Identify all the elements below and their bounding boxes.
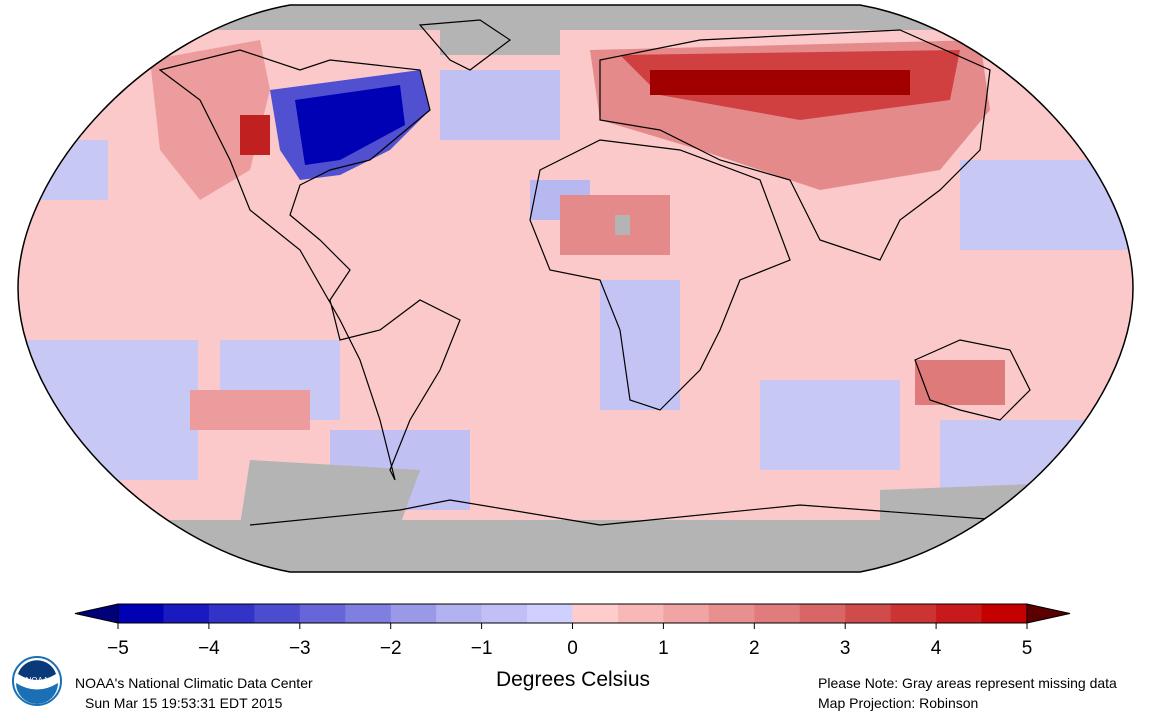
colorbar-bin	[436, 604, 483, 623]
colorbar: −5 −4 −3 −2 −1 0 1 2 3 4 5	[74, 603, 1071, 659]
colorbar-bin	[617, 604, 664, 623]
temperature-anomaly-map	[17, 4, 1134, 573]
colorbar-tick-label: −4	[198, 638, 220, 659]
colorbar-tick-label: −2	[380, 638, 402, 659]
colorbar-bin	[299, 604, 346, 623]
colorbar-bin	[981, 604, 1028, 623]
colorbar-tick-label: 2	[749, 638, 760, 659]
colorbar-tick-label: 5	[1022, 638, 1033, 659]
noaa-logo: NOAA	[12, 656, 62, 706]
colorbar-under-arrow	[74, 603, 119, 624]
colorbar-tick-label: −3	[289, 638, 311, 659]
colorbar-bin	[799, 604, 846, 623]
colorbar-bin	[936, 604, 983, 623]
colorbar-bin	[572, 604, 619, 623]
colorbar-bin	[754, 604, 801, 623]
colorbar-bin	[208, 604, 255, 623]
colorbar-bin	[118, 604, 164, 623]
colorbar-bin	[254, 604, 301, 623]
colorbar-bin	[390, 604, 437, 623]
anomaly-field	[18, 5, 1133, 572]
timestamp: Sun Mar 15 19:53:31 EDT 2015	[85, 695, 283, 711]
colorbar-tick-label: 1	[658, 638, 669, 659]
colorbar-bin	[845, 604, 892, 623]
colorbar-over-arrow	[1026, 603, 1071, 624]
colorbar-bin	[663, 604, 710, 623]
colorbar-tick-label: −1	[471, 638, 493, 659]
colorbar-bin	[345, 604, 392, 623]
colorbar-label: Degrees Celsius	[495, 668, 651, 691]
colorbar-tick-label: −5	[107, 638, 129, 659]
colorbar-tick-label: 4	[931, 638, 942, 659]
colorbar-bin	[708, 604, 755, 623]
colorbar-tick-label: 3	[840, 638, 851, 659]
colorbar-bin	[527, 604, 573, 623]
colorbar-bin	[890, 604, 937, 623]
colorbar-tick-label: 0	[567, 638, 578, 659]
map-border	[17, 4, 1134, 573]
missing-data-note: Please Note: Gray areas represent missin…	[818, 675, 1117, 691]
projection-note: Map Projection: Robinson	[818, 695, 979, 711]
org-name: NOAA's National Climatic Data Center	[75, 675, 313, 691]
colorbar-bin	[163, 604, 210, 623]
colorbar-bin	[481, 604, 528, 623]
svg-text:NOAA: NOAA	[26, 676, 49, 685]
